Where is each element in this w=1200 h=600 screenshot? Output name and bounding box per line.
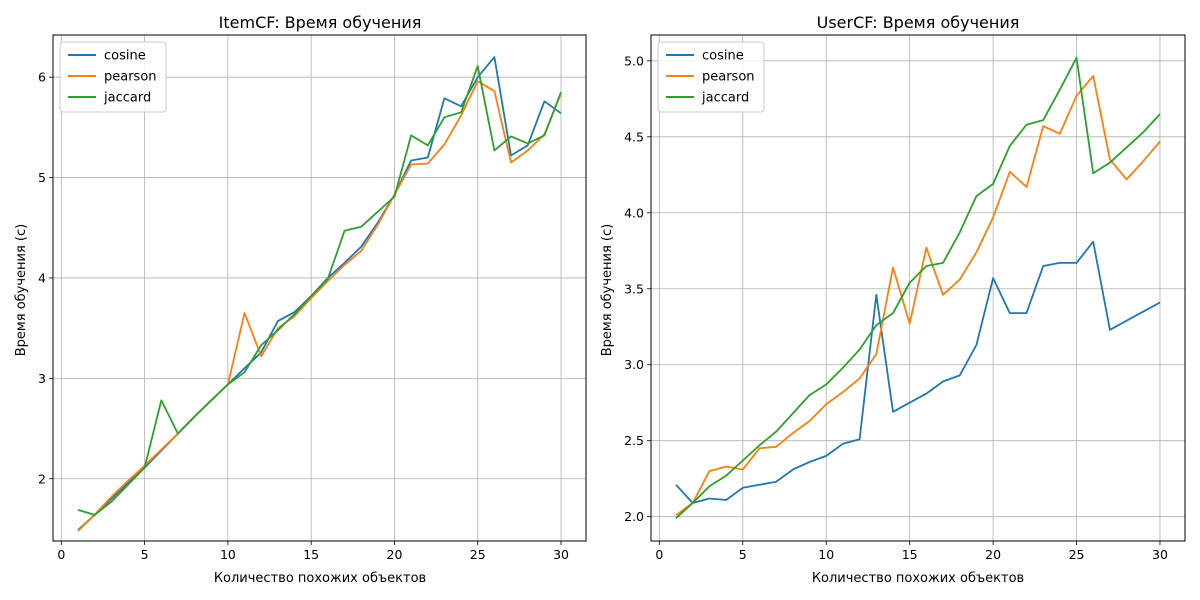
- y-axis-label: Время обучения (с): [14, 224, 29, 356]
- legend-label-cosine: cosine: [702, 49, 744, 64]
- y-tick-label: 2.0: [624, 509, 644, 524]
- x-tick-label: 20: [387, 547, 403, 562]
- y-tick-label: 5: [38, 170, 46, 185]
- legend-label-cosine: cosine: [104, 49, 146, 64]
- y-tick-label: 4.5: [624, 129, 644, 144]
- x-axis-label: Количество похожих объектов: [812, 571, 1024, 586]
- legend-box: [59, 41, 167, 113]
- legend-label-pearson: pearson: [702, 70, 755, 85]
- legend: cosine pearson jaccard: [657, 41, 765, 113]
- series-line-cosine: [675, 240, 1161, 504]
- plot-frame: [650, 34, 1186, 542]
- series-line-pearson: [675, 75, 1161, 516]
- y-tick-label: 2: [38, 471, 46, 486]
- chart-title: ItemCF: Время обучения: [219, 13, 422, 32]
- y-tick-label: 3.5: [624, 281, 644, 296]
- legend-label-jaccard: jaccard: [701, 91, 749, 106]
- grid: [53, 35, 586, 541]
- chart-usercf: UserCF: Время обучения Количество похожи…: [600, 13, 1186, 586]
- x-axis-label: Количество похожих объектов: [214, 571, 426, 586]
- x-tick-label: 10: [818, 547, 834, 562]
- x-tick-label: 30: [553, 547, 569, 562]
- y-tick-label: 3.0: [624, 357, 644, 372]
- legend-box: [657, 41, 765, 113]
- x-tick-label: 5: [141, 547, 149, 562]
- x-tick-label: 5: [739, 547, 747, 562]
- legend-label-pearson: pearson: [104, 70, 157, 85]
- series-lines: [77, 56, 562, 532]
- legend-label-jaccard: jaccard: [103, 91, 151, 106]
- grid: [651, 35, 1185, 541]
- y-tick-label: 2.5: [624, 433, 644, 448]
- x-tick-label: 15: [303, 547, 319, 562]
- x-tick-label: 20: [985, 547, 1001, 562]
- series-line-jaccard: [77, 65, 562, 516]
- x-tick-label: 15: [902, 547, 918, 562]
- y-tick-label: 6: [38, 70, 46, 85]
- chart-itemcf: ItemCF: Время обучения Количество похожи…: [14, 13, 587, 586]
- series-line-jaccard: [675, 56, 1161, 519]
- y-axis-label: Время обучения (с): [600, 224, 615, 356]
- x-tick-label: 0: [655, 547, 663, 562]
- y-tick-label: 4.0: [624, 205, 644, 220]
- y-tick-label: 3: [38, 371, 46, 386]
- y-tick-label: 4: [38, 270, 46, 285]
- x-tick-label: 30: [1152, 547, 1168, 562]
- legend: cosine pearson jaccard: [59, 41, 167, 113]
- plot-frame: [52, 34, 587, 542]
- x-tick-label: 0: [57, 547, 65, 562]
- x-tick-label: 10: [220, 547, 236, 562]
- axis-ticks: 0 5 10 15 20 25 30 2.0 2.5 3.0 3.5 4.0 4.5 5.0: [624, 53, 1168, 562]
- y-tick-label: 5.0: [624, 53, 644, 68]
- x-tick-label: 25: [1069, 547, 1085, 562]
- x-tick-label: 25: [470, 547, 486, 562]
- series-lines: [675, 56, 1161, 519]
- axis-ticks: 0 5 10 15 20 25 30 2 3 4 5 6: [38, 70, 569, 562]
- chart-title: UserCF: Время обучения: [817, 13, 1020, 32]
